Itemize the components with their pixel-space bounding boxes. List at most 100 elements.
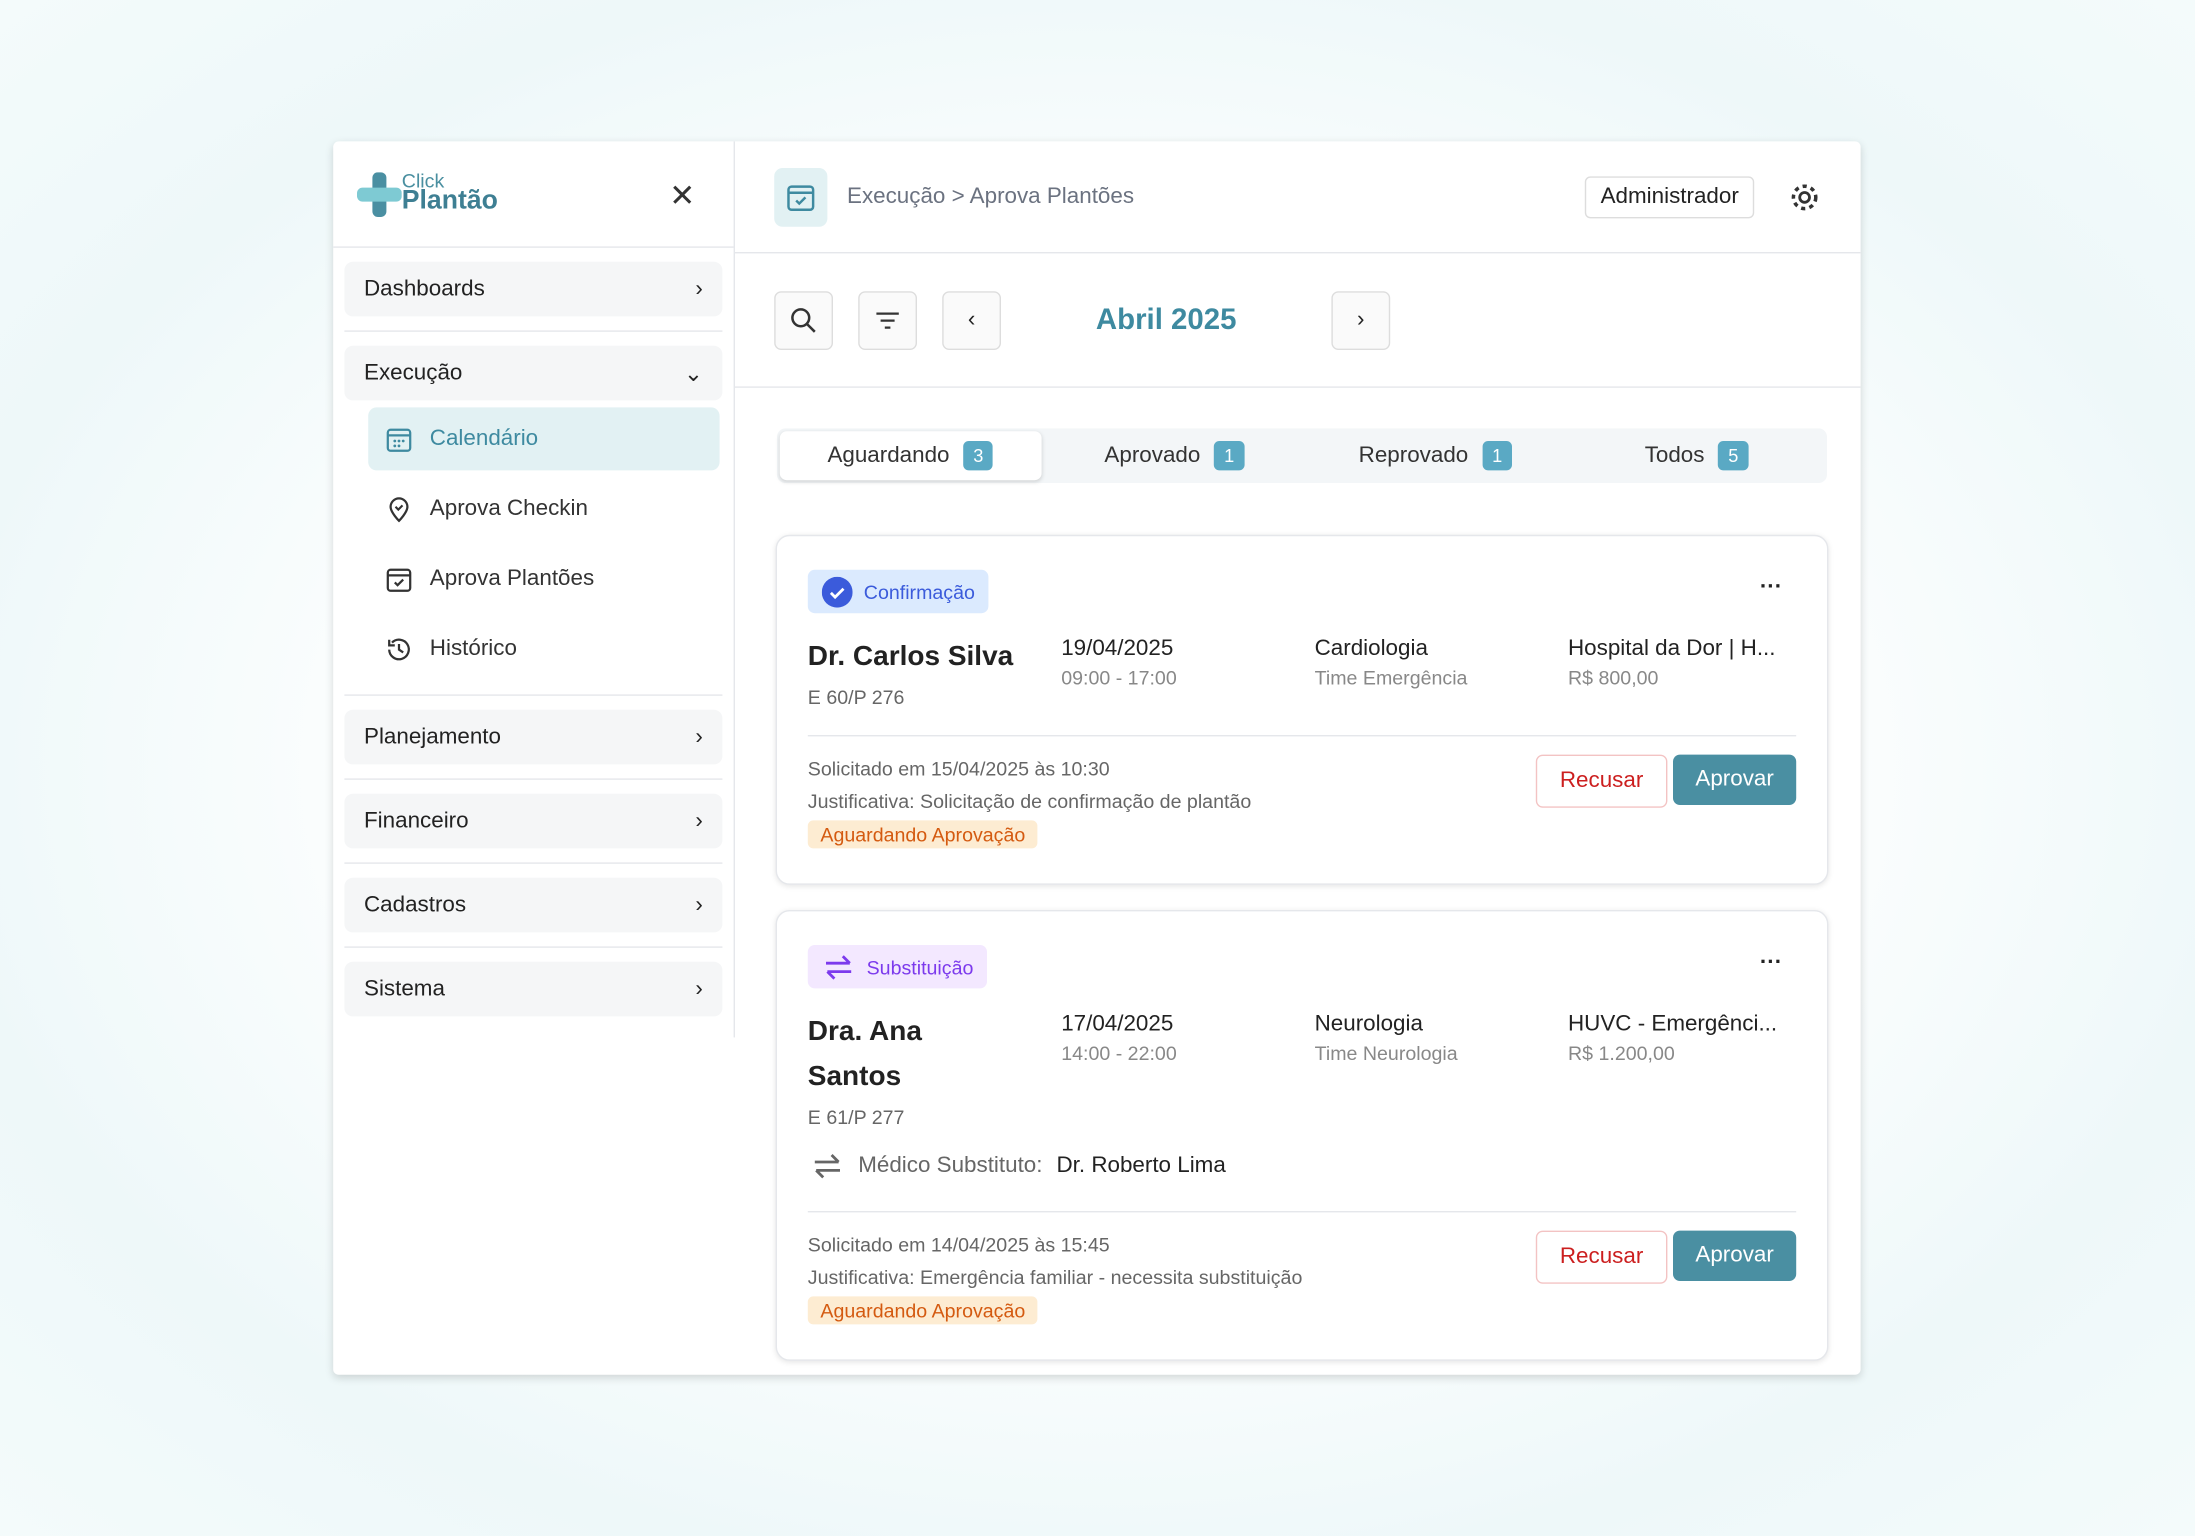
tab-aprovado[interactable]: Aprovado 1 xyxy=(1044,428,1305,483)
divider xyxy=(344,862,723,864)
logo: Click Plantão ✕ xyxy=(333,141,734,248)
divider xyxy=(344,778,723,780)
value: R$ 800,00 xyxy=(1568,666,1659,689)
chevron-right-icon: › xyxy=(1357,307,1365,332)
search-button[interactable] xyxy=(774,290,833,350)
approve-button[interactable]: Aprovar xyxy=(1673,754,1797,805)
search-icon xyxy=(791,307,816,332)
shift-specialty: Cardiologia Time Emergência xyxy=(1315,637,1468,689)
date: 19/04/2025 xyxy=(1061,637,1174,661)
shift-date: 19/04/2025 09:00 - 17:00 xyxy=(1061,637,1177,689)
logo-text-top: Click xyxy=(401,169,445,192)
gear-icon[interactable] xyxy=(1788,180,1822,214)
date: 17/04/2025 xyxy=(1061,1012,1174,1036)
approve-button[interactable]: Aprovar xyxy=(1673,1230,1797,1281)
section-label: Sistema xyxy=(364,976,445,1001)
breadcrumb: Execução > Aprova Plantões xyxy=(847,184,1135,208)
tab-aguardando[interactable]: Aguardando 3 xyxy=(779,431,1041,481)
divider xyxy=(344,330,723,332)
shift-hospital: HUVC - Emergênci... R$ 1.200,00 xyxy=(1568,1012,1777,1064)
chevron-right-icon: › xyxy=(695,276,703,301)
page-icon xyxy=(774,167,828,227)
hospital: HUVC - Emergênci... xyxy=(1568,1012,1778,1036)
section-label: Cadastros xyxy=(364,892,467,917)
toolbar: ‹ Abril 2025 › xyxy=(735,253,1861,388)
section-label: Planejamento xyxy=(364,724,501,749)
calendar-icon xyxy=(386,427,412,452)
chevron-down-icon: ⌄ xyxy=(684,361,703,386)
swap-arrows-icon xyxy=(825,954,852,979)
logo-cross-icon xyxy=(357,172,402,217)
justification: Justificativa: Solicitação de confirmaçã… xyxy=(807,789,1252,812)
divider xyxy=(807,1211,1797,1213)
prev-month-button[interactable]: ‹ xyxy=(942,290,1001,350)
chevron-right-icon: › xyxy=(695,724,703,749)
sidebar-item-aprova-checkin[interactable]: Aprova Checkin xyxy=(368,477,719,540)
more-options-button[interactable]: ··· xyxy=(1759,950,1783,975)
specialty: Neurologia xyxy=(1314,1012,1423,1036)
user-role-button[interactable]: Administrador xyxy=(1585,175,1755,218)
divider xyxy=(807,735,1797,737)
sidebar-item-calendario[interactable]: Calendário xyxy=(368,407,720,471)
current-month: Abril 2025 xyxy=(1095,303,1237,336)
reject-button[interactable]: Recusar xyxy=(1535,1230,1668,1284)
chevron-right-icon: › xyxy=(695,892,703,917)
substitute-label: Médico Substituto: xyxy=(858,1153,1043,1178)
item-label: Calendário xyxy=(429,426,539,451)
swap-arrows-icon xyxy=(814,1154,840,1179)
tab-todos[interactable]: Todos 5 xyxy=(1566,428,1827,483)
requested-date: Solicitado em 14/04/2025 às 15:45 xyxy=(807,1233,1110,1256)
substitute-row: Médico Substituto: Dr. Roberto Lima xyxy=(811,1152,1226,1180)
divider xyxy=(344,694,723,696)
doctor-code: E 60/P 276 xyxy=(807,686,905,709)
chevron-right-icon: › xyxy=(695,976,703,1001)
status-badge: Aguardando Aprovação xyxy=(807,820,1038,849)
filter-icon xyxy=(876,311,899,329)
team: Time Emergência xyxy=(1314,666,1468,689)
specialty: Cardiologia xyxy=(1314,637,1428,661)
sidebar-section-dashboards[interactable]: Dashboards › xyxy=(344,261,723,317)
substitute-name: Dr. Roberto Lima xyxy=(1056,1153,1226,1178)
status-badge: Aguardando Aprovação xyxy=(807,1296,1038,1325)
tab-label: Aguardando xyxy=(827,443,950,467)
calendar-check-icon xyxy=(386,567,412,592)
section-label: Financeiro xyxy=(364,808,469,833)
sidebar-section-cadastros[interactable]: Cadastros › xyxy=(344,877,723,933)
calendar-check-icon xyxy=(787,184,815,211)
sidebar-item-aprova-plantoes[interactable]: Aprova Plantões xyxy=(368,547,719,610)
item-label: Histórico xyxy=(429,636,517,661)
sidebar-section-financeiro[interactable]: Financeiro › xyxy=(344,793,723,849)
count-badge: 3 xyxy=(963,441,994,471)
tab-label: Todos xyxy=(1644,443,1705,467)
logo-text-bottom: Plantão xyxy=(401,186,498,216)
more-options-button[interactable]: ··· xyxy=(1759,575,1783,600)
chevron-right-icon: › xyxy=(695,808,703,833)
tab-reprovado[interactable]: Reprovado 1 xyxy=(1305,428,1566,483)
team: Time Neurologia xyxy=(1314,1041,1458,1064)
shift-request-card: Confirmação ··· Dr. Carlos Silva E 60/P … xyxy=(775,534,1829,885)
reject-button[interactable]: Recusar xyxy=(1535,754,1668,808)
shift-hospital: Hospital da Dor | H... R$ 800,00 xyxy=(1568,637,1776,689)
header: Execução > Aprova Plantões Administrador xyxy=(735,141,1861,254)
hospital: Hospital da Dor | H... xyxy=(1568,637,1776,661)
doctor-name: Dr. Carlos Silva xyxy=(807,641,1014,672)
sidebar: Click Plantão ✕ Dashboards › Execução ⌄ Ca… xyxy=(333,141,735,1038)
next-month-button[interactable]: › xyxy=(1331,290,1391,350)
count-badge: 1 xyxy=(1482,441,1512,471)
justification: Justificativa: Emergência familiar - nec… xyxy=(807,1265,1303,1288)
sidebar-item-historico[interactable]: Histórico xyxy=(368,617,719,680)
tab-label: Reprovado xyxy=(1358,443,1469,467)
sidebar-section-execucao[interactable]: Execução ⌄ xyxy=(344,345,723,401)
section-label: Dashboards xyxy=(364,276,485,301)
shift-request-card: Substituição ··· Dra. Ana Santos E 61/P … xyxy=(775,910,1829,1361)
close-sidebar-button[interactable]: ✕ xyxy=(669,177,696,213)
count-badge: 5 xyxy=(1718,441,1749,471)
app-window: Click Plantão ✕ Dashboards › Execução ⌄ Ca… xyxy=(333,141,1861,1375)
filter-button[interactable] xyxy=(858,290,917,350)
type-badge: Substituição xyxy=(807,945,988,989)
location-pin-icon xyxy=(389,496,409,522)
time: 14:00 - 22:00 xyxy=(1061,1041,1177,1064)
sidebar-section-sistema[interactable]: Sistema › xyxy=(344,961,723,1017)
type-label: Confirmação xyxy=(863,580,975,603)
sidebar-section-planejamento[interactable]: Planejamento › xyxy=(344,709,723,765)
